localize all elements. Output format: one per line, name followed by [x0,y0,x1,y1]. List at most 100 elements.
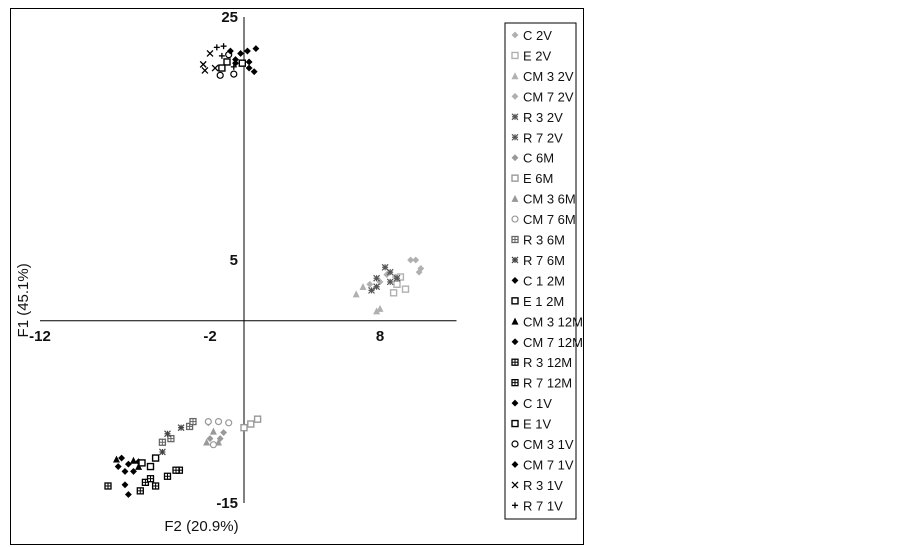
data-point [393,274,401,282]
data-point [223,58,231,66]
data-point [237,50,245,57]
data-point [393,280,401,288]
x-tick-label: 8 [376,328,384,345]
data-point [201,67,209,74]
legend-label: CM 7 1V [523,457,574,472]
legend-label: E 6M [523,171,553,186]
data-point [124,491,132,498]
data-point [189,417,197,426]
legend-marker [511,154,519,162]
data-point [220,429,228,436]
legend-marker [511,419,519,428]
legend-marker [511,481,519,489]
data-point [218,64,226,72]
data-point [214,417,223,426]
legend-label: E 1 2M [523,294,564,309]
data-point [104,482,112,490]
data-point [158,448,166,456]
data-point [407,256,415,264]
data-point [401,285,410,293]
y-tick-label: -15 [216,495,238,512]
data-point [211,64,219,72]
data-point [130,456,137,464]
data-point [199,60,207,68]
legend-label: C 1V [523,396,552,411]
data-point [245,64,253,72]
data-point [167,434,175,443]
data-point [252,45,260,53]
data-point [151,482,160,490]
data-point [151,454,160,462]
legend-label: E 2V [523,48,552,63]
legend-label: CM 7 6M [523,212,576,227]
legend-label: C 1 2M [523,273,565,288]
data-point [368,286,375,294]
data-point [114,463,122,470]
data-point [243,47,251,55]
legend: C 2V E 2V CM 3 2V CM 7 2V R 3 2V R 7 2V C 6M E … [504,22,583,520]
data-point [130,467,137,475]
legend-label: C 2V [523,28,552,43]
legend-marker [511,317,519,325]
data-point [213,44,220,51]
legend-marker [511,215,519,223]
legend-marker [511,235,519,244]
legend-marker [511,194,519,202]
data-point [113,455,120,463]
data-point [146,462,155,471]
data-point [209,427,217,435]
y-axis-label: F1 (45.1%) [15,263,32,337]
data-point [230,70,238,78]
data-point [220,43,227,50]
data-point [206,435,214,443]
scatter-plot: -12 -2 8 25 5 -15 F2 (20.9%) F1 (45.1%) C 2V E… [15,9,583,535]
data-point [386,268,394,276]
legend-label: C 6M [523,151,554,166]
legend-marker [511,256,519,264]
data-point [124,460,132,468]
legend-label: R 3 6M [523,233,565,248]
x-tick-label: -2 [203,328,216,345]
legend-label: R 7 12M [523,376,572,391]
data-point [163,472,172,480]
legend-marker [511,72,519,80]
legend-marker [511,358,519,366]
legend-label: R 7 2V [523,130,563,145]
data-point [226,47,234,55]
legend-label: R 3 1V [523,478,563,493]
legend-marker [511,31,519,39]
data-point [366,280,374,288]
data-point [225,419,233,427]
data-point [216,71,224,79]
data-point [204,417,212,426]
legend-marker [511,440,519,448]
data-point [164,430,171,438]
legend-marker [511,338,519,346]
data-point [373,283,381,291]
data-point [172,466,180,474]
data-point [386,278,394,286]
y-tick-label: 5 [230,252,238,269]
data-point [136,487,144,495]
legend-label: CM 7 2V [523,89,574,104]
legend-marker [511,276,519,284]
data-point [146,475,155,483]
x-axis-label: F2 (20.9%) [164,518,238,535]
data-point [158,438,167,446]
legend-marker [511,174,519,182]
legend-label: R 7 1V [523,498,563,513]
legend-label: R 3 2V [523,110,563,125]
data-point [232,56,239,63]
x-tick-label: -12 [29,328,51,345]
y-tick-label: 25 [221,9,238,26]
data-point [121,467,129,475]
legend-label: CM 7 12M [523,335,583,350]
legend-label: E 1V [523,417,552,432]
data-point [138,459,146,467]
data-point [250,68,258,76]
data-point [121,481,129,489]
data-point [238,59,247,67]
data-point [245,58,253,66]
data-point [230,63,237,70]
data-point [373,274,381,282]
